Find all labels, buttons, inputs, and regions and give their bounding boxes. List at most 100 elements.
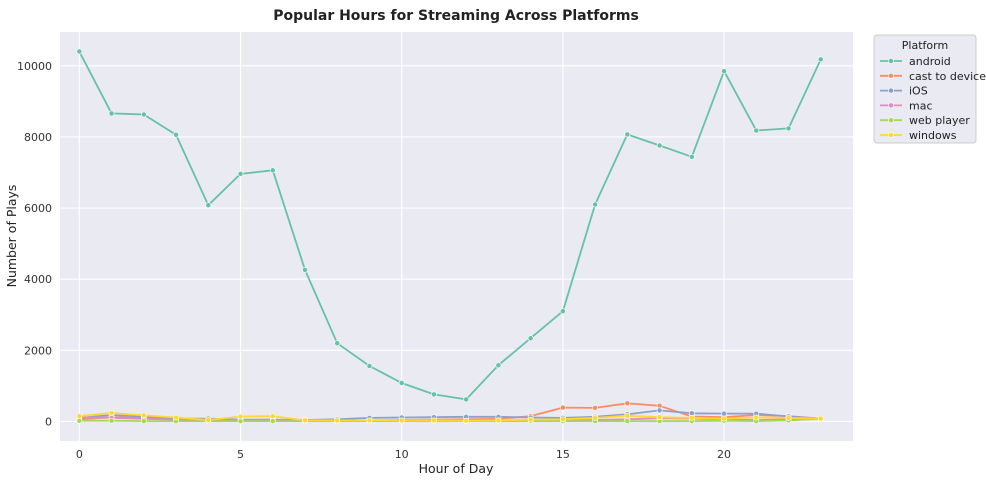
legend-item-ios: iOS (880, 85, 928, 98)
data-point-windows (205, 417, 212, 423)
data-point-cast-to-device (592, 405, 599, 411)
data-point-web-player (140, 418, 147, 424)
data-point-windows (108, 410, 115, 416)
legend-item-android: android (880, 55, 951, 68)
y-tick-label: 10000 (17, 60, 52, 73)
data-point-windows (559, 416, 566, 423)
x-tick-label: 0 (76, 448, 83, 461)
legend-marker-windows (888, 132, 894, 138)
data-point-windows (334, 417, 341, 424)
data-point-windows (592, 414, 599, 421)
y-tick-label: 4000 (24, 273, 52, 286)
data-point-windows (463, 417, 470, 424)
data-point-windows (398, 417, 405, 424)
series-windows (76, 410, 824, 424)
data-point-android (463, 396, 470, 403)
data-point-android (237, 171, 244, 177)
legend-label-android: android (909, 55, 951, 68)
data-point-android (559, 308, 566, 315)
legend-marker-cast-to-device (888, 72, 894, 79)
data-point-windows (721, 415, 727, 422)
data-point-android (108, 110, 115, 117)
data-point-android (495, 362, 502, 369)
y-tick-label: 8000 (24, 131, 52, 144)
data-point-android (205, 202, 212, 209)
data-point-android (624, 131, 631, 138)
legend-marker-android (888, 58, 894, 64)
legend-marker-web-player (888, 117, 894, 124)
data-point-windows (656, 414, 663, 421)
data-point-windows (527, 416, 534, 423)
legend-title: Platform (902, 39, 948, 52)
chart-title: Popular Hours for Streaming Across Platf… (273, 8, 639, 24)
data-point-cast-to-device (624, 400, 631, 407)
data-point-android (527, 335, 534, 342)
series-android (76, 48, 824, 403)
series-line-android (78, 51, 822, 401)
legend-item-windows: windows (880, 129, 957, 142)
data-point-android (817, 56, 824, 63)
data-point-windows (173, 414, 179, 421)
data-point-windows (431, 417, 437, 424)
data-point-android (431, 391, 437, 398)
x-axis-label: Hour of Day (419, 461, 494, 476)
data-point-web-player (269, 418, 276, 424)
y-axis-label: Number of Plays (4, 185, 19, 288)
data-point-ios (721, 410, 727, 417)
x-tick-label: 10 (395, 448, 409, 461)
data-point-windows (624, 412, 631, 419)
legend-marker-ios (888, 87, 894, 94)
data-point-windows (785, 414, 792, 421)
data-point-ios (656, 407, 663, 414)
data-point-android (688, 153, 695, 160)
x-tick-label: 20 (717, 448, 731, 461)
data-point-web-player (108, 417, 115, 424)
data-point-android (173, 131, 179, 138)
data-point-android (269, 167, 276, 174)
y-tick-label: 2000 (24, 344, 52, 357)
data-point-android (656, 142, 663, 149)
plot-area (60, 32, 853, 441)
series-line-ios (79, 409, 821, 421)
data-point-web-player (624, 418, 631, 424)
data-point-android (721, 68, 727, 75)
data-point-windows (140, 412, 147, 419)
data-point-android (366, 363, 373, 369)
ticks: 0 5 10 15 20 0 2000 4000 6000 8000 10000 (17, 60, 731, 461)
legend-label-mac: mac (909, 99, 933, 112)
legend-marker-mac (888, 102, 894, 109)
legend-label-cast-to-device: cast to device (909, 70, 986, 83)
series-layer (76, 48, 824, 424)
data-point-windows (76, 413, 83, 420)
y-tick-label: 6000 (24, 202, 52, 215)
data-point-windows (366, 417, 373, 424)
data-point-android (398, 380, 405, 386)
data-point-cast-to-device (559, 404, 566, 411)
data-point-windows (688, 414, 695, 421)
legend-item-web-player: web player (880, 114, 970, 127)
legend-box (873, 34, 977, 144)
legend-label-windows: windows (909, 129, 957, 142)
data-point-windows (495, 417, 502, 424)
x-tick-label: 15 (556, 448, 570, 461)
data-point-windows (237, 413, 244, 420)
legend-label-web-player: web player (909, 114, 970, 127)
data-point-windows (753, 414, 760, 421)
data-point-android (334, 340, 341, 347)
data-point-android (140, 111, 147, 118)
legend-item-mac: mac (880, 99, 933, 112)
data-point-android (302, 267, 308, 273)
series-line-windows (79, 411, 821, 422)
data-point-windows (302, 417, 308, 424)
data-point-android (592, 201, 599, 208)
data-point-windows (269, 413, 276, 420)
legend-label-ios: iOS (909, 85, 928, 98)
y-tick-label: 0 (45, 415, 52, 428)
data-point-windows (817, 415, 824, 422)
x-tick-label: 5 (237, 448, 244, 461)
data-point-android (76, 48, 83, 55)
